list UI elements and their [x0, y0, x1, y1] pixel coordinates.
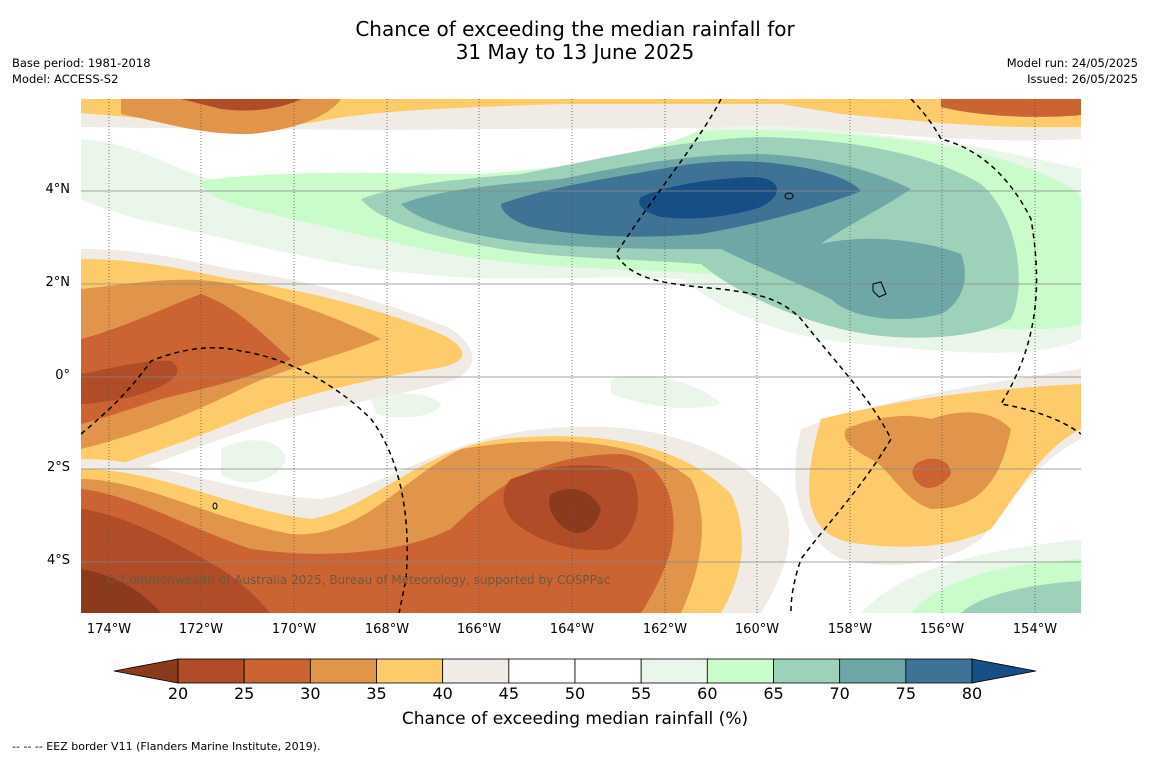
- region-top-left-dark: [181, 99, 301, 111]
- colorbar-cell-40: [442, 658, 510, 684]
- copyright-notice: © Commonwealth of Australia 2025, Bureau…: [105, 573, 611, 587]
- colorbar-label: Chance of exceeding median rainfall (%): [401, 709, 749, 729]
- x-label-166w: 166°W: [456, 622, 502, 637]
- colorbar-cell-25: [243, 658, 311, 684]
- colorbar-tick-75: 75: [895, 684, 916, 703]
- colorbar: [114, 658, 1037, 684]
- colorbar-tick-35: 35: [366, 684, 387, 703]
- title-line-1: Chance of exceeding the median rainfall …: [355, 17, 795, 41]
- x-label-164w: 164°W: [549, 622, 595, 637]
- x-label-172w: 172°W: [178, 622, 224, 637]
- y-label-4s: 4°S: [46, 553, 70, 568]
- model-name: Model: ACCESS-S2: [12, 72, 119, 86]
- colorbar-cell-70: [839, 658, 907, 684]
- model-run: Model run: 24/05/2025: [1006, 56, 1138, 70]
- colorbar-tick-70: 70: [829, 684, 850, 703]
- colorbar-cells: [114, 658, 1037, 684]
- eez-footnote: -- -- -- EEZ border V11 (Flanders Marine…: [12, 740, 321, 753]
- issued-date: Issued: 26/05/2025: [1027, 72, 1138, 86]
- colorbar-tick-60: 60: [697, 684, 718, 703]
- x-label-160w: 160°W: [734, 622, 780, 637]
- colorbar-cell-45: [508, 658, 576, 684]
- eez-borders: [81, 99, 1081, 613]
- title-line-2: 31 May to 13 June 2025: [455, 40, 695, 64]
- colorbar-cell-35: [376, 658, 444, 684]
- colorbar-tick-40: 40: [432, 684, 453, 703]
- y-label-2n: 2°N: [45, 275, 71, 290]
- colorbar-cell-65: [773, 658, 841, 684]
- island-2: [872, 281, 887, 298]
- meta-left: Base period: 1981-2018 Model: ACCESS-S2: [12, 55, 151, 87]
- colorbar-tick-45: 45: [498, 684, 519, 703]
- map-title: Chance of exceeding the median rainfall …: [0, 18, 1150, 64]
- meta-right: Model run: 24/05/2025 Issued: 26/05/2025: [1007, 55, 1138, 87]
- colorbar-cell-50: [574, 658, 642, 684]
- colorbar-cell-30: [309, 658, 377, 684]
- y-label-2s: 2°S: [46, 460, 70, 475]
- region-right-darkorange: [912, 458, 951, 488]
- patch-green-3: [611, 375, 721, 409]
- x-label-156w: 156°W: [919, 622, 965, 637]
- colorbar-extend-high: [971, 658, 1037, 684]
- x-label-168w: 168°W: [364, 622, 410, 637]
- y-label-0: 0°: [55, 368, 70, 383]
- islands: [212, 192, 887, 510]
- region-bottomleft-darkbrown: [81, 569, 161, 613]
- island-3: [212, 502, 218, 510]
- colorbar-tick-55: 55: [630, 684, 652, 703]
- eez-border-2: [910, 99, 1081, 435]
- colorbar-tick-25: 25: [233, 684, 255, 703]
- x-label-162w: 162°W: [642, 622, 688, 637]
- x-label-154w: 154°W: [1012, 622, 1058, 637]
- region-left-brown: [81, 360, 178, 404]
- region-center-darkbrown: [549, 489, 601, 533]
- y-label-4n: 4°N: [45, 182, 71, 197]
- colorbar-cell-55: [640, 658, 708, 684]
- patch-green-1: [371, 393, 441, 418]
- x-label-174w: 174°W: [86, 622, 132, 637]
- region-top-right-orange: [941, 99, 1081, 117]
- eez-border-1: [615, 99, 892, 613]
- colorbar-tick-30: 30: [300, 684, 321, 703]
- map-canvas: [81, 99, 1081, 613]
- colorbar-tick-20: 20: [167, 684, 189, 703]
- base-period: Base period: 1981-2018: [12, 56, 151, 70]
- colorbar-tick-50: 50: [564, 684, 586, 703]
- island-1: [784, 192, 794, 200]
- colorbar-tick-65: 65: [763, 684, 784, 703]
- region-dark-blue: [639, 177, 778, 219]
- region-bottomright-teal: [961, 581, 1081, 613]
- colorbar-cell-20: [177, 658, 245, 684]
- patch-green-2: [221, 440, 286, 483]
- x-label-158w: 158°W: [827, 622, 873, 637]
- eez-border-3: [81, 347, 408, 613]
- colorbar-cell-60: [706, 658, 774, 684]
- x-label-170w: 170°W: [271, 622, 317, 637]
- colorbar-extend-low: [114, 658, 179, 684]
- region-top-orange: [121, 99, 341, 135]
- colorbar-tick-80: 80: [961, 684, 983, 703]
- colorbar-cell-75: [905, 658, 973, 684]
- rainfall-map: [81, 99, 1081, 613]
- graticule-lat: [81, 190, 1081, 563]
